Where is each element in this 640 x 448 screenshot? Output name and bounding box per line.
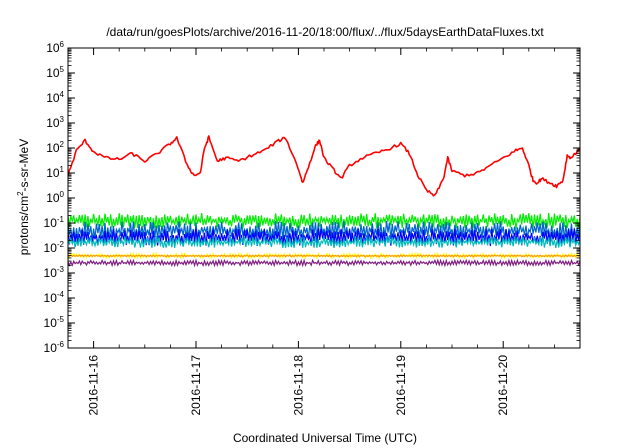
y-tick-label-exp: 3 (60, 115, 65, 124)
y-tick-label-base: 10 (46, 66, 60, 80)
plot-area (68, 135, 580, 268)
y-tick-label: 105 (46, 65, 64, 80)
x-tick-label: 2016-11-18 (291, 355, 305, 416)
y-tick-label: 100 (46, 190, 64, 205)
series-line-0 (68, 135, 580, 197)
y-tick-label-exp: 0 (60, 190, 65, 199)
series-band-6 (68, 258, 580, 268)
y-tick-label-exp: -6 (57, 340, 65, 349)
y-tick-label-base: 10 (44, 341, 58, 355)
y-tick-label-exp: 1 (60, 165, 65, 174)
y-tick-label: 106 (46, 40, 64, 55)
series-band-5 (68, 254, 580, 258)
y-tick-label: 104 (46, 90, 64, 105)
x-tick-label: 2016-11-17 (189, 355, 203, 416)
chart-title: /data/run/goesPlots/archive/2016-11-20/1… (106, 25, 544, 39)
y-tick-label: 10-5 (44, 315, 65, 330)
y-tick-label-exp: 5 (60, 65, 65, 74)
y-axis-title-base: protons/cm (17, 196, 31, 255)
y-tick-label-exp: 6 (60, 40, 65, 49)
y-tick-label-exp: 2 (60, 140, 65, 149)
y-tick-label-base: 10 (44, 241, 58, 255)
y-tick-label: 10-2 (44, 240, 65, 255)
axis-layer: 10610510410310210110010-110-210-310-410-… (44, 40, 581, 416)
y-axis-title-exp: 2 (16, 191, 25, 196)
y-tick-label-base: 10 (44, 216, 58, 230)
y-tick-label-base: 10 (44, 266, 58, 280)
series-band-2 (68, 228, 580, 247)
y-tick-label-base: 10 (44, 316, 58, 330)
y-tick-label: 10-3 (44, 265, 65, 280)
x-tick-label: 2016-11-19 (394, 355, 408, 416)
x-tick-label: 2016-11-16 (87, 355, 101, 416)
y-tick-label-exp: -2 (57, 240, 65, 249)
y-tick-label-base: 10 (46, 141, 60, 155)
y-tick-label: 102 (46, 140, 64, 155)
y-axis-title-rest: -s-sr-MeV (17, 139, 31, 192)
y-tick-label-base: 10 (46, 41, 60, 55)
series-band-3 (68, 235, 580, 249)
series-band-0 (68, 213, 580, 229)
y-tick-label-base: 10 (46, 166, 60, 180)
x-axis-title: Coordinated Universal Time (UTC) (233, 431, 417, 445)
y-tick-label-exp: -5 (57, 315, 65, 324)
y-tick-label-exp: -3 (57, 265, 65, 274)
y-tick-label-base: 10 (44, 291, 58, 305)
series-band-1 (68, 220, 580, 241)
y-tick-label-base: 10 (46, 116, 60, 130)
y-axis-title: protons/cm2-s-sr-MeV (16, 139, 31, 255)
y-tick-label: 10-1 (44, 215, 65, 230)
y-tick-label: 103 (46, 115, 64, 130)
y-tick-label: 10-4 (44, 290, 65, 305)
x-tick-label: 2016-11-20 (496, 355, 510, 416)
y-tick-label-base: 10 (46, 91, 60, 105)
y-tick-label-exp: 4 (60, 90, 65, 99)
y-tick-label-exp: -4 (57, 290, 65, 299)
y-tick-label-base: 10 (46, 191, 60, 205)
y-tick-label-exp: -1 (57, 215, 65, 224)
y-tick-label: 101 (46, 165, 64, 180)
y-tick-label: 10-6 (44, 340, 65, 355)
